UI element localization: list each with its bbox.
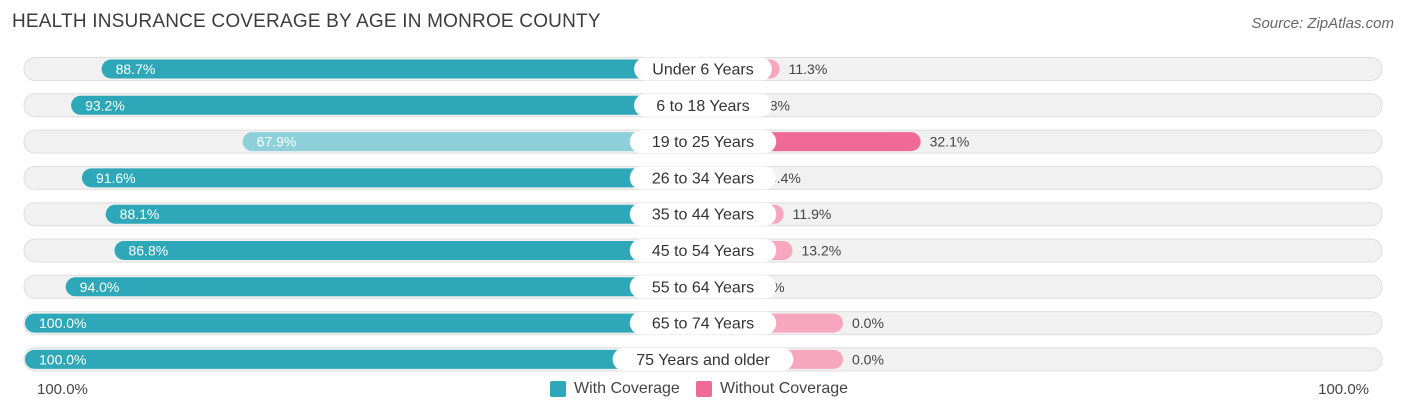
chart-title: HEALTH INSURANCE COVERAGE BY AGE IN MONR… [12, 11, 601, 32]
category-label: 65 to 74 Years [652, 316, 754, 333]
category-label: 26 to 34 Years [652, 170, 754, 187]
legend-label-without-coverage: Without Coverage [720, 380, 849, 397]
category-pill [629, 239, 777, 262]
category-label: 45 to 54 Years [652, 243, 754, 260]
bar-with-coverage [25, 313, 703, 333]
category-pill [629, 311, 777, 335]
category-pill [629, 130, 777, 154]
value-label-with-coverage: 100.0% [39, 315, 86, 331]
value-label-without-coverage: 11.3% [789, 61, 828, 77]
value-label-without-coverage: 0.0% [852, 351, 884, 367]
category-pill [634, 93, 772, 117]
bar-with-coverage [242, 132, 703, 152]
value-label-with-coverage: 88.7% [116, 61, 156, 77]
legend-swatch-without-coverage [696, 381, 712, 397]
value-label-without-coverage: 0.0% [852, 315, 884, 331]
category-pill [629, 202, 777, 226]
category-label: 19 to 25 Years [652, 134, 754, 151]
bar-with-coverage [25, 349, 703, 369]
bar-with-coverage [65, 277, 704, 297]
bar-with-coverage [81, 168, 703, 188]
value-label-without-coverage: 13.2% [801, 243, 841, 259]
category-label: 75 Years and older [636, 352, 770, 369]
value-label-without-coverage: 11.9% [793, 206, 832, 222]
value-label-with-coverage: 88.1% [120, 206, 160, 222]
value-label-with-coverage: 100.0% [39, 351, 86, 367]
category-label: 35 to 44 Years [652, 207, 754, 224]
chart-source: Source: ZipAtlas.com [1251, 15, 1394, 32]
legend-label-with-coverage: With Coverage [574, 380, 680, 397]
axis-label-left: 100.0% [37, 381, 88, 398]
legend-swatch-with-coverage [550, 381, 566, 397]
value-label-with-coverage: 94.0% [80, 279, 120, 295]
category-pill [629, 275, 777, 299]
legend-item-with-coverage: With Coverage [550, 380, 680, 398]
axis-label-right: 100.0% [1318, 381, 1369, 398]
chart-legend: With Coverage Without Coverage [0, 380, 1406, 400]
category-label: Under 6 Years [652, 62, 753, 79]
value-label-with-coverage: 93.2% [85, 97, 125, 113]
bar-with-coverage [114, 241, 704, 260]
value-label-with-coverage: 86.8% [128, 243, 168, 259]
value-label-without-coverage: 8.4% [769, 170, 801, 186]
category-pill [629, 166, 777, 190]
category-pill [612, 347, 794, 371]
bar-with-coverage [71, 95, 703, 115]
value-label-with-coverage: 67.9% [257, 134, 297, 150]
legend-item-without-coverage: Without Coverage [696, 380, 848, 398]
bar-with-coverage [105, 204, 703, 224]
value-label-with-coverage: 91.6% [96, 170, 136, 186]
category-pill [634, 57, 772, 81]
category-label: 55 to 64 Years [652, 279, 754, 296]
category-label: 6 to 18 Years [656, 98, 749, 115]
value-label-without-coverage: 32.1% [930, 134, 970, 150]
bar-with-coverage [101, 59, 703, 79]
